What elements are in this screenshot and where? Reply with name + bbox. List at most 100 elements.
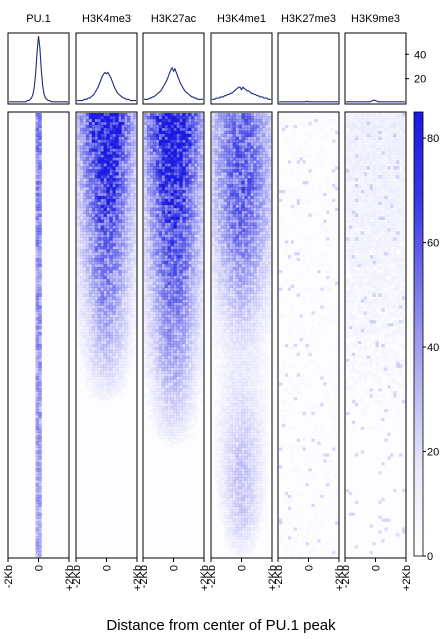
heatmap-cell xyxy=(250,145,254,149)
heatmap-cell xyxy=(259,163,263,167)
heatmap-cell xyxy=(173,261,177,265)
heatmap-cell xyxy=(164,417,168,422)
heatmap-cell xyxy=(91,169,95,173)
heatmap-cell xyxy=(146,145,151,149)
heatmap-cell xyxy=(170,400,174,404)
heatmap-cell xyxy=(173,219,177,223)
heatmap-cell xyxy=(164,308,168,312)
heatmap-cell xyxy=(188,181,192,185)
heatmap-cell xyxy=(109,148,113,152)
heatmap-cell xyxy=(167,320,171,324)
profile-line xyxy=(144,66,203,100)
heatmap-cell xyxy=(161,287,165,291)
heatmap-cell xyxy=(197,302,201,306)
heatmap-cell xyxy=(109,391,113,395)
heatmap-cell xyxy=(200,355,204,359)
heatmap-cell xyxy=(133,118,137,123)
heatmap-cell xyxy=(179,192,183,197)
heatmap-cell xyxy=(106,367,110,371)
heatmap-cell xyxy=(133,290,137,294)
heatmap-cell xyxy=(188,394,192,398)
heatmap-cell xyxy=(100,234,104,238)
heatmap-cell xyxy=(185,192,189,197)
heatmap-cell xyxy=(158,308,162,312)
heatmap-cell xyxy=(185,423,189,428)
heatmap-cell xyxy=(130,124,134,129)
heatmap-cell xyxy=(212,139,216,143)
heatmap-cell xyxy=(238,172,242,176)
heatmap-cell xyxy=(256,151,260,155)
heatmap-cell xyxy=(82,246,87,250)
heatmap-cell xyxy=(223,130,228,135)
heatmap-cell xyxy=(124,287,128,291)
heatmap-cell xyxy=(109,121,113,126)
heatmap-cell xyxy=(250,210,254,214)
heatmap-cell xyxy=(94,216,98,220)
heatmap-cell xyxy=(170,343,174,348)
heatmap-cell xyxy=(158,148,162,152)
heatmap-cell xyxy=(35,314,39,318)
heatmap-cell xyxy=(155,148,160,152)
heatmap-cell xyxy=(130,157,134,161)
heatmap-cell xyxy=(144,263,148,268)
heatmap-cell xyxy=(88,349,93,354)
heatmap-cell xyxy=(188,219,192,223)
heatmap-cell xyxy=(173,195,177,200)
heatmap-cell xyxy=(77,154,81,158)
heatmap-cell xyxy=(262,204,266,209)
heatmap-cell xyxy=(133,258,137,262)
heatmap-cell xyxy=(38,503,42,507)
heatmap-cell xyxy=(232,187,236,191)
heatmap-cell xyxy=(220,204,225,209)
heatmap-cell xyxy=(97,255,101,259)
heatmap-cell xyxy=(38,548,42,552)
heatmap-cell xyxy=(191,219,195,223)
heatmap-cell xyxy=(133,287,137,291)
heatmap-cell xyxy=(197,361,201,365)
heatmap-cell xyxy=(124,364,128,368)
heatmap-cell xyxy=(155,118,160,123)
heatmap-cell xyxy=(229,113,233,117)
heatmap-cell xyxy=(176,133,180,137)
heatmap-cell xyxy=(35,349,39,354)
heatmap-cell xyxy=(176,311,180,315)
heatmap-cell xyxy=(179,426,183,431)
heatmap-cell xyxy=(158,216,162,220)
heatmap-cell xyxy=(97,178,101,182)
heatmap-cell xyxy=(167,263,171,268)
heatmap-cell xyxy=(155,210,160,214)
heatmap-cell xyxy=(197,293,201,297)
heatmap-cell xyxy=(194,160,198,164)
heatmap-cell xyxy=(85,243,90,247)
heatmap-cell xyxy=(82,121,87,126)
heatmap-cell xyxy=(97,311,101,315)
heatmap-cell xyxy=(100,394,104,398)
heatmap-cell xyxy=(247,169,251,173)
heatmap-cell xyxy=(188,433,191,436)
heatmap-cell xyxy=(144,121,148,126)
heatmap-cell xyxy=(112,142,116,146)
heatmap-cell xyxy=(158,302,162,306)
heatmap-cell xyxy=(164,302,168,306)
heatmap-cell xyxy=(185,305,189,309)
heatmap-cell xyxy=(94,281,98,285)
heatmap-cell xyxy=(115,222,119,226)
heatmap-cell xyxy=(95,391,98,394)
heatmap-cell xyxy=(121,335,125,339)
heatmap-cell xyxy=(194,118,198,123)
heatmap-cell xyxy=(38,394,42,398)
heatmap-cell xyxy=(268,189,272,194)
heatmap-cell xyxy=(250,133,254,137)
heatmap-cell xyxy=(146,246,151,250)
heatmap-cell xyxy=(85,133,90,137)
heatmap-cell xyxy=(191,382,195,386)
heatmap-cell xyxy=(94,326,98,330)
heatmap-cell xyxy=(97,172,101,176)
heatmap-cell xyxy=(214,210,219,214)
heatmap-cell xyxy=(91,145,95,149)
heatmap-cell xyxy=(106,195,110,200)
heatmap-cell xyxy=(85,142,90,146)
heatmap-cell xyxy=(121,302,125,306)
heatmap-cell xyxy=(164,113,168,117)
heatmap-cell xyxy=(241,163,245,167)
